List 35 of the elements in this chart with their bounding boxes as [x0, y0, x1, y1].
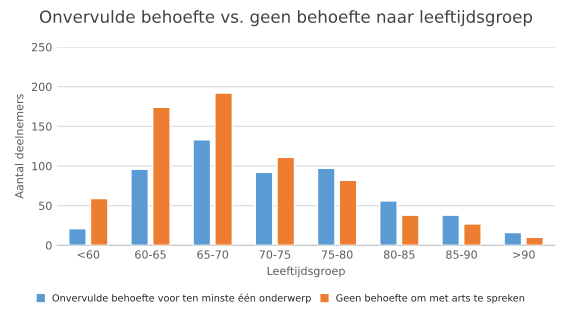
- y-tick-label: 250: [32, 43, 52, 52]
- x-tick-label: 70-75: [260, 250, 290, 259]
- x-tick-label: 60-65: [135, 250, 166, 259]
- bar: [192, 139, 212, 246]
- bar: [152, 106, 171, 246]
- x-tick-label: 80-85: [384, 250, 414, 259]
- bar: [316, 168, 336, 246]
- bar: [254, 172, 274, 246]
- chart-title: Onvervulde behoefte vs. geen behoefte naar leeftijdsgroep: [40, 10, 532, 26]
- bar: [68, 228, 87, 246]
- y-tick-label: 100: [32, 162, 52, 170]
- bar: [90, 198, 109, 246]
- bar: [503, 232, 522, 246]
- bar: [525, 236, 544, 246]
- x-tick-label: 65-70: [197, 250, 228, 259]
- bar: [276, 156, 296, 246]
- legend-label: Onvervulde behoefte voor ten minste één onderwerp: [52, 294, 311, 304]
- x-tick-label: <60: [78, 250, 100, 259]
- x-tick-label: 85-90: [446, 250, 477, 259]
- bar: [400, 214, 420, 246]
- bar: [441, 214, 460, 246]
- bar: [338, 180, 358, 246]
- x-axis-title: Leeftijdsgroep: [268, 266, 345, 278]
- y-tick-label: 50: [39, 202, 52, 210]
- y-tick-label: 200: [32, 82, 52, 92]
- x-tick-label: 75-80: [322, 250, 353, 259]
- bar: [379, 200, 398, 246]
- bar: [130, 168, 150, 246]
- y-tick-label: 150: [32, 122, 52, 131]
- legend-label: Geen behoefte om met arts te spreken: [336, 294, 524, 304]
- bar: [214, 92, 233, 246]
- x-tick-label: >90: [513, 250, 535, 259]
- bar: [463, 223, 482, 246]
- y-axis-title: Aantal deelnemers: [14, 94, 24, 199]
- y-tick-label: 0: [46, 241, 52, 250]
